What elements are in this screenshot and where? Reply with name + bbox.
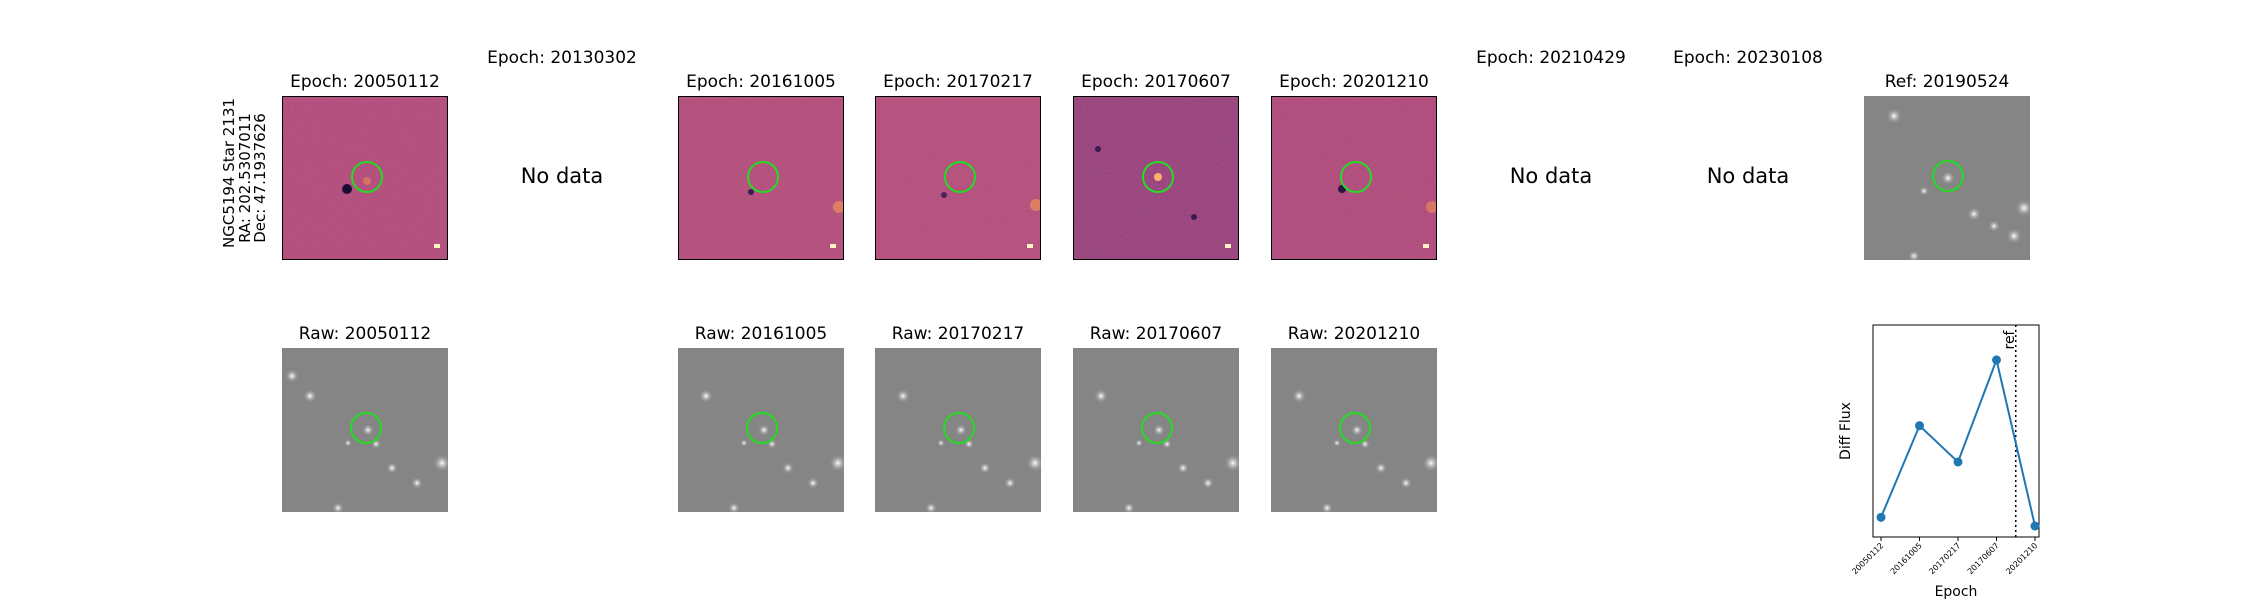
raw-image-graphic — [1073, 348, 1239, 512]
raw-title-3: Raw: 20170217 — [891, 324, 1025, 344]
raw-title-2: Raw: 20161005 — [694, 324, 828, 344]
series-line — [1880, 356, 2036, 527]
diff-image-20050112 — [282, 96, 448, 260]
diff-title-7: Epoch: 20210429 — [1476, 48, 1626, 68]
target-circle — [746, 412, 778, 444]
raw-image-20170217 — [875, 348, 1041, 512]
target-circle — [1142, 161, 1174, 193]
plot-frame — [1872, 324, 2040, 538]
target-circle — [350, 412, 382, 444]
raw-image-20201210 — [1271, 348, 1437, 512]
target-circle — [1932, 160, 1964, 192]
target-circle — [1141, 412, 1173, 444]
ref-title: Ref: 20190524 — [1884, 72, 2010, 92]
x-tick-label: 20161005 — [1889, 541, 1924, 576]
diff-image-graphic — [1074, 97, 1238, 259]
target-circle — [944, 161, 976, 193]
raw-image-graphic — [678, 348, 844, 512]
diff-image-20201210 — [1271, 96, 1437, 260]
diff-title-6: Epoch: 20201210 — [1279, 72, 1429, 92]
target-circle — [943, 412, 975, 444]
data-point — [2030, 521, 2040, 531]
ref-label: ref — [2002, 329, 2018, 349]
diff-title-3: Epoch: 20161005 — [686, 72, 836, 92]
diff-image-graphic — [679, 97, 843, 259]
diff-image-20170217 — [875, 96, 1041, 260]
data-point — [1953, 457, 1963, 467]
data-point — [1876, 512, 1886, 522]
raw-title-1: Raw: 20050112 — [298, 324, 432, 344]
no-data-20130302: No data — [520, 164, 604, 188]
diff-title-1: Epoch: 20050112 — [290, 72, 440, 92]
diff-title-4: Epoch: 20170217 — [883, 72, 1033, 92]
diff-image-graphic — [876, 97, 1040, 259]
x-tick-label: 20170217 — [1927, 541, 1962, 576]
target-circle — [747, 161, 779, 193]
target-circle — [1339, 412, 1371, 444]
diff-image-graphic — [283, 97, 447, 259]
ref-image-graphic — [1864, 96, 2030, 260]
data-point — [1915, 421, 1924, 431]
diff-image-20161005 — [678, 96, 844, 260]
x-tick-label: 20201210 — [2004, 541, 2039, 576]
star-info-label: NGC5194 Star 2131 RA: 202.5307011 Dec: 4… — [220, 98, 272, 248]
y-axis-label: Diff Flux — [1838, 402, 1854, 460]
no-data-20230108: No data — [1706, 164, 1790, 188]
raw-image-graphic — [1271, 348, 1437, 512]
raw-image-20170607 — [1073, 348, 1239, 512]
raw-title-5: Raw: 20201210 — [1287, 324, 1421, 344]
no-data-20210429: No data — [1509, 164, 1593, 188]
raw-image-graphic — [875, 348, 1041, 512]
diff-title-5: Epoch: 20170607 — [1081, 72, 1231, 92]
x-tick-label: 20050112 — [1850, 541, 1885, 576]
star-dec: Dec: 47.1937626 — [251, 113, 269, 243]
x-axis-label: Epoch — [1935, 584, 1978, 600]
raw-title-4: Raw: 20170607 — [1089, 324, 1223, 344]
light-curve-chart: ref 20050112 20161005 20170217 20170607 2020… — [1830, 318, 2060, 600]
x-tick-label: 20170607 — [1966, 541, 2001, 576]
raw-image-20050112 — [282, 348, 448, 512]
diff-image-20170607 — [1073, 96, 1239, 260]
diff-image-graphic — [1272, 97, 1436, 259]
raw-image-20161005 — [678, 348, 844, 512]
data-point — [1992, 355, 2001, 365]
target-circle — [351, 161, 383, 193]
diff-title-8: Epoch: 20230108 — [1673, 48, 1823, 68]
light-curve-svg: ref 20050112 20161005 20170217 20170607 2020… — [1838, 324, 2040, 600]
target-circle — [1340, 161, 1372, 193]
diff-title-2: Epoch: 20130302 — [487, 48, 637, 68]
ref-image — [1864, 96, 2030, 260]
raw-image-graphic — [282, 348, 448, 512]
